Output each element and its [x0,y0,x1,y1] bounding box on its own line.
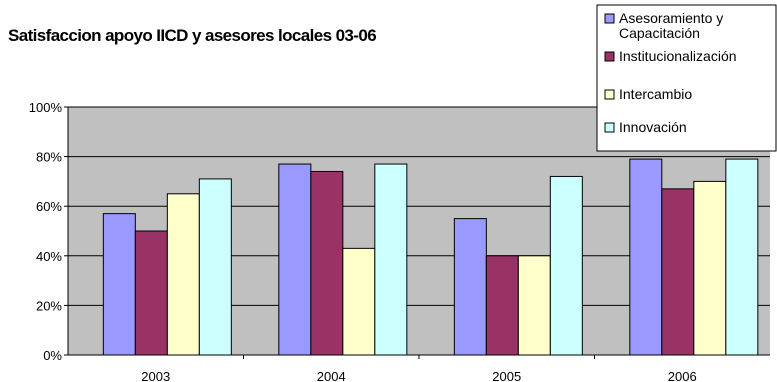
bar-innovaci-n-2006 [725,158,759,356]
legend-label: Asesoramiento y Capacitación [619,10,723,41]
bar-asesoramiento-y-capacitaci-n-2005 [453,218,487,356]
x-axis-ticks: 2003 2004 2005 2006 [141,355,697,382]
legend-swatch [604,122,615,133]
bar-intercambio-2004 [342,247,376,356]
y-tick-label: 60% [36,199,62,214]
legend-label: Intercambio [619,86,692,102]
bars [102,158,759,356]
legend-label: Innovación [619,119,687,135]
bar-intercambio-2006 [693,180,727,356]
bar-innovaci-n-2003 [198,178,232,356]
y-tick-label: 40% [36,249,62,264]
chart-title: Satisfaccion apoyo IICD y asesores local… [8,26,376,45]
bar-institucionalizaci-n-2006 [661,188,695,356]
legend-label: Institucionalización [619,48,737,64]
legend-swatch [604,51,615,62]
legend-box [596,4,777,152]
y-axis-ticks: 0% 20% 40% 60% 80% 100% [29,100,68,363]
y-tick-label: 0% [43,348,62,363]
bar-intercambio-2003 [166,193,200,356]
y-tick-label: 100% [29,100,63,115]
legend-swatch [604,89,615,100]
bar-innovaci-n-2004 [374,163,408,356]
y-tick-label: 20% [36,298,62,313]
x-tick-label: 2006 [668,369,697,382]
x-tick-label: 2003 [141,369,170,382]
bar-asesoramiento-y-capacitaci-n-2003 [102,213,136,356]
x-tick-label: 2005 [492,369,521,382]
bar-asesoramiento-y-capacitaci-n-2004 [278,163,312,356]
y-tick-label: 80% [36,150,62,165]
bar-innovaci-n-2005 [549,175,583,356]
bar-institucionalizaci-n-2005 [485,255,519,356]
bar-intercambio-2005 [517,255,551,356]
bar-institucionalizaci-n-2003 [134,230,168,356]
bar-institucionalizaci-n-2004 [310,170,344,356]
bar-asesoramiento-y-capacitaci-n-2006 [629,158,663,356]
legend: Asesoramiento y Capacitación Institucional… [596,4,777,152]
legend-swatch [604,13,615,24]
x-tick-label: 2004 [317,369,346,382]
